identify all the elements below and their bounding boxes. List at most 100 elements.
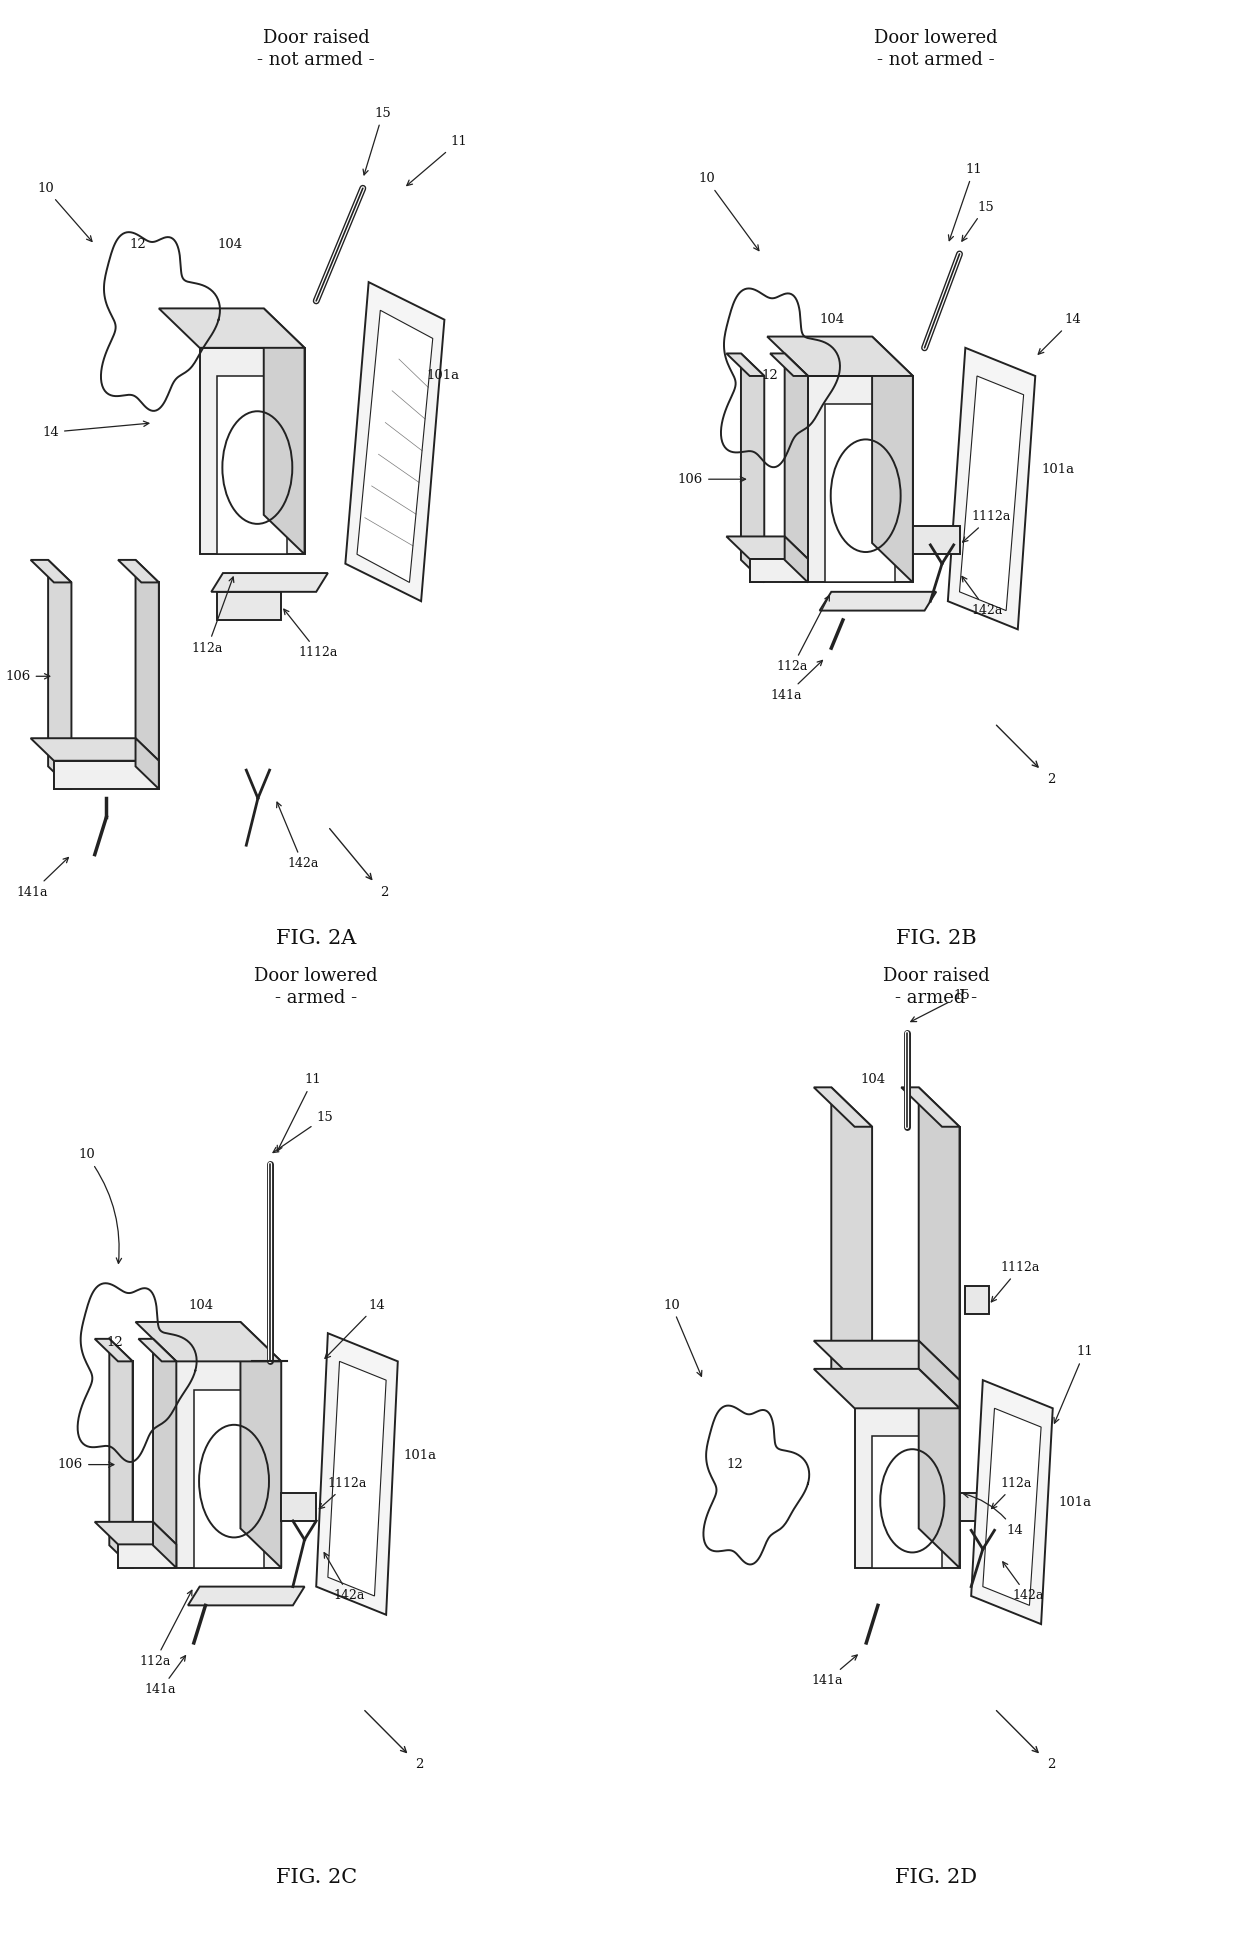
Text: 112a: 112a: [992, 1476, 1032, 1509]
Polygon shape: [785, 354, 808, 582]
Text: FIG. 2A: FIG. 2A: [277, 929, 356, 948]
Polygon shape: [750, 559, 808, 582]
Polygon shape: [264, 308, 305, 553]
Polygon shape: [153, 1339, 176, 1567]
Text: 101a: 101a: [404, 1449, 436, 1461]
Text: 10: 10: [698, 172, 759, 252]
Polygon shape: [176, 1362, 281, 1567]
Text: 141a: 141a: [770, 660, 822, 702]
Polygon shape: [808, 375, 913, 582]
Polygon shape: [153, 1521, 176, 1567]
Polygon shape: [135, 1322, 281, 1362]
Polygon shape: [854, 1409, 960, 1567]
Text: 15: 15: [273, 1111, 334, 1153]
Text: 2: 2: [1047, 1759, 1055, 1771]
Text: 142a: 142a: [962, 577, 1003, 617]
Polygon shape: [346, 283, 444, 602]
Text: 106: 106: [678, 472, 745, 486]
Polygon shape: [794, 375, 808, 582]
Polygon shape: [750, 375, 764, 582]
Polygon shape: [768, 337, 913, 375]
Polygon shape: [770, 354, 808, 375]
Polygon shape: [159, 308, 305, 348]
Polygon shape: [109, 1339, 133, 1567]
Text: 104: 104: [861, 1074, 885, 1086]
Polygon shape: [316, 1333, 398, 1614]
Text: 11: 11: [1054, 1345, 1092, 1424]
Text: 104: 104: [820, 313, 844, 327]
Polygon shape: [919, 1341, 960, 1409]
Polygon shape: [217, 592, 281, 619]
Text: 106: 106: [58, 1459, 114, 1471]
Text: 10: 10: [37, 182, 92, 242]
Text: 112a: 112a: [191, 577, 234, 654]
Text: 11: 11: [278, 1074, 321, 1151]
Polygon shape: [831, 1087, 872, 1409]
Polygon shape: [55, 582, 72, 789]
Polygon shape: [118, 1362, 133, 1567]
Polygon shape: [727, 354, 764, 375]
Polygon shape: [327, 1362, 386, 1596]
Polygon shape: [960, 1492, 988, 1521]
Text: 14: 14: [963, 1492, 1023, 1536]
Polygon shape: [55, 760, 159, 789]
Text: Door raised
- armed -: Door raised - armed -: [883, 968, 990, 1008]
Text: 141a: 141a: [16, 857, 68, 898]
Polygon shape: [281, 1492, 316, 1521]
Polygon shape: [139, 1339, 176, 1362]
Polygon shape: [872, 1436, 942, 1567]
Text: FIG. 2D: FIG. 2D: [895, 1867, 977, 1887]
Text: Door raised
- not armed -: Door raised - not armed -: [258, 29, 374, 70]
Polygon shape: [872, 337, 913, 582]
Polygon shape: [983, 1409, 1042, 1606]
Polygon shape: [820, 592, 936, 611]
Text: 1112a: 1112a: [962, 511, 1011, 542]
Text: 142a: 142a: [1003, 1562, 1043, 1602]
Polygon shape: [135, 559, 159, 789]
Polygon shape: [854, 1126, 872, 1409]
Text: 15: 15: [962, 201, 993, 242]
Polygon shape: [742, 354, 764, 582]
Text: 104: 104: [188, 1298, 213, 1312]
Polygon shape: [813, 1368, 960, 1409]
Polygon shape: [118, 559, 159, 582]
Polygon shape: [94, 1521, 176, 1544]
Text: 1112a: 1112a: [284, 610, 339, 660]
Text: 14: 14: [1038, 313, 1081, 354]
Polygon shape: [118, 1544, 176, 1567]
Polygon shape: [188, 1587, 305, 1606]
Polygon shape: [919, 1368, 960, 1567]
Text: 2: 2: [415, 1759, 424, 1771]
Polygon shape: [241, 1322, 281, 1567]
Text: 101a: 101a: [1059, 1496, 1091, 1509]
Polygon shape: [901, 1087, 960, 1126]
Text: 142a: 142a: [324, 1552, 365, 1602]
Polygon shape: [785, 536, 808, 582]
Text: FIG. 2C: FIG. 2C: [275, 1867, 357, 1887]
Text: 112a: 112a: [776, 596, 830, 673]
Polygon shape: [813, 1341, 960, 1380]
Text: 141a: 141a: [145, 1656, 186, 1697]
Text: 1112a: 1112a: [991, 1262, 1039, 1302]
Polygon shape: [94, 1339, 133, 1362]
Text: 104: 104: [217, 238, 242, 252]
Text: Door lowered
- armed -: Door lowered - armed -: [254, 968, 378, 1008]
Text: 14: 14: [325, 1298, 386, 1358]
Text: 2: 2: [381, 886, 388, 898]
Polygon shape: [971, 1380, 1053, 1623]
Polygon shape: [161, 1362, 176, 1567]
Polygon shape: [947, 348, 1035, 629]
Polygon shape: [135, 739, 159, 789]
Text: 112a: 112a: [139, 1591, 192, 1668]
Text: 11: 11: [407, 135, 467, 186]
Text: 14: 14: [42, 422, 149, 439]
Polygon shape: [960, 375, 1023, 611]
Text: 142a: 142a: [277, 803, 319, 871]
Polygon shape: [913, 526, 960, 553]
Polygon shape: [854, 1380, 960, 1409]
Polygon shape: [965, 1287, 988, 1314]
Polygon shape: [31, 559, 72, 582]
Text: 15: 15: [910, 989, 971, 1022]
Text: 12: 12: [761, 370, 779, 383]
Text: 12: 12: [130, 238, 146, 252]
